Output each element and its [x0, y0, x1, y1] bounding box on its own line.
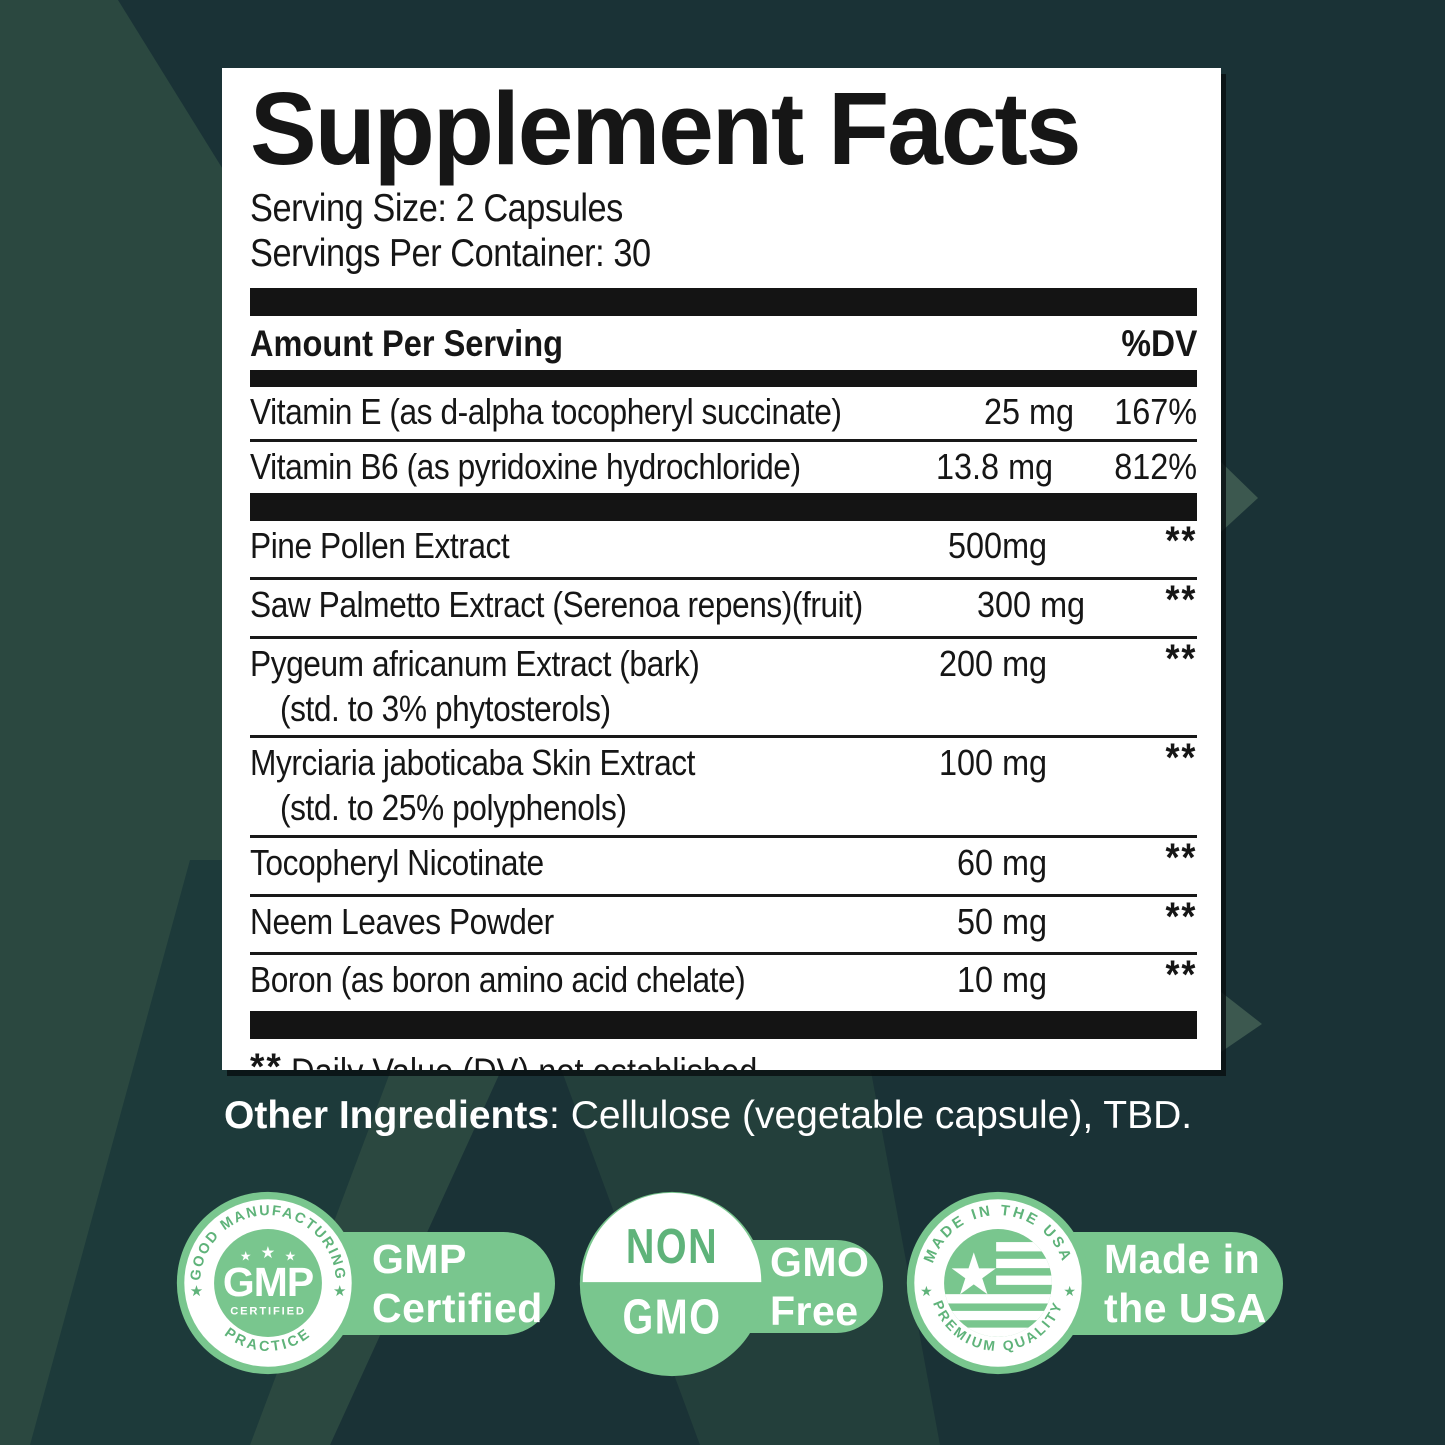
serving-size: Serving Size: 2 Capsules: [250, 186, 623, 230]
star-icon: ★: [240, 1249, 252, 1264]
table-row: Tocopheryl Nicotinate 60 mg **: [250, 836, 1197, 897]
table-row: Boron (as boron amino acid chelate) 10 m…: [250, 953, 1197, 1001]
panel-title: Supplement Facts: [250, 71, 1081, 186]
table-row: Vitamin B6 (as pyridoxine hydrochloride)…: [250, 445, 1197, 487]
non-gmo-seal-icon: NON GMO: [579, 1191, 765, 1377]
divider-thick-bar: [250, 1011, 1197, 1040]
star-icon: ★: [333, 1284, 346, 1300]
daily-value-footnote: **Daily Value (DV) not established.: [250, 1046, 766, 1070]
table-row: Myrciaria jaboticaba Skin Extract (std. …: [250, 736, 1197, 838]
amount-per-serving-header: Amount Per Serving: [250, 323, 564, 365]
supplement-facts-panel: Supplement Facts Serving Size: 2 Capsule…: [222, 68, 1221, 1070]
svg-text:CERTIFIED: CERTIFIED: [230, 1306, 306, 1318]
star-icon: ★: [190, 1284, 203, 1300]
divider-thin-bar: [250, 370, 1197, 388]
star-icon: ★: [260, 1243, 275, 1262]
divider-thick-bar: [250, 288, 1197, 317]
star-icon: ★: [284, 1249, 296, 1264]
svg-text:GMO: GMO: [623, 1290, 722, 1344]
table-header-row: Amount Per Serving %DV: [250, 316, 1197, 370]
star-icon: ★: [1063, 1283, 1076, 1299]
svg-text:GMP: GMP: [223, 1259, 313, 1305]
star-icon: ★: [920, 1283, 933, 1299]
made-in-usa-seal-icon: ★ MADE IN THE USA PREMIUM QUALITY ★ ★: [906, 1191, 1090, 1375]
star-icon: ★: [948, 1243, 1000, 1307]
svg-text:NON: NON: [626, 1220, 718, 1274]
table-row: Saw Palmetto Extract (Serenoa repens)(fr…: [250, 578, 1197, 639]
servings-per-container: Servings Per Container: 30: [250, 232, 651, 276]
table-row: Neem Leaves Powder 50 mg **: [250, 895, 1197, 956]
other-ingredients-label: Other Ingredients: [224, 1094, 550, 1137]
other-ingredients-text: : Cellulose (vegetable capsule), TBD.: [549, 1094, 1193, 1137]
divider-thick-bar: [250, 492, 1197, 521]
gmp-seal-icon: GOOD MANUFACTURING PRACTICE ★ ★ ★ ★ ★ GM…: [176, 1191, 360, 1375]
table-row: Pine Pollen Extract 500mg **: [250, 519, 1197, 580]
table-row: Vitamin E (as d-alpha tocopheryl succina…: [250, 387, 1197, 442]
usa-flag-icon: ★: [944, 1242, 1052, 1337]
other-ingredients-line: Other Ingredients: Cellulose (vegetable …: [224, 1094, 1192, 1138]
table-row: Pygeum africanum Extract (bark) (std. to…: [250, 637, 1197, 739]
dv-header: %DV: [1121, 323, 1197, 365]
